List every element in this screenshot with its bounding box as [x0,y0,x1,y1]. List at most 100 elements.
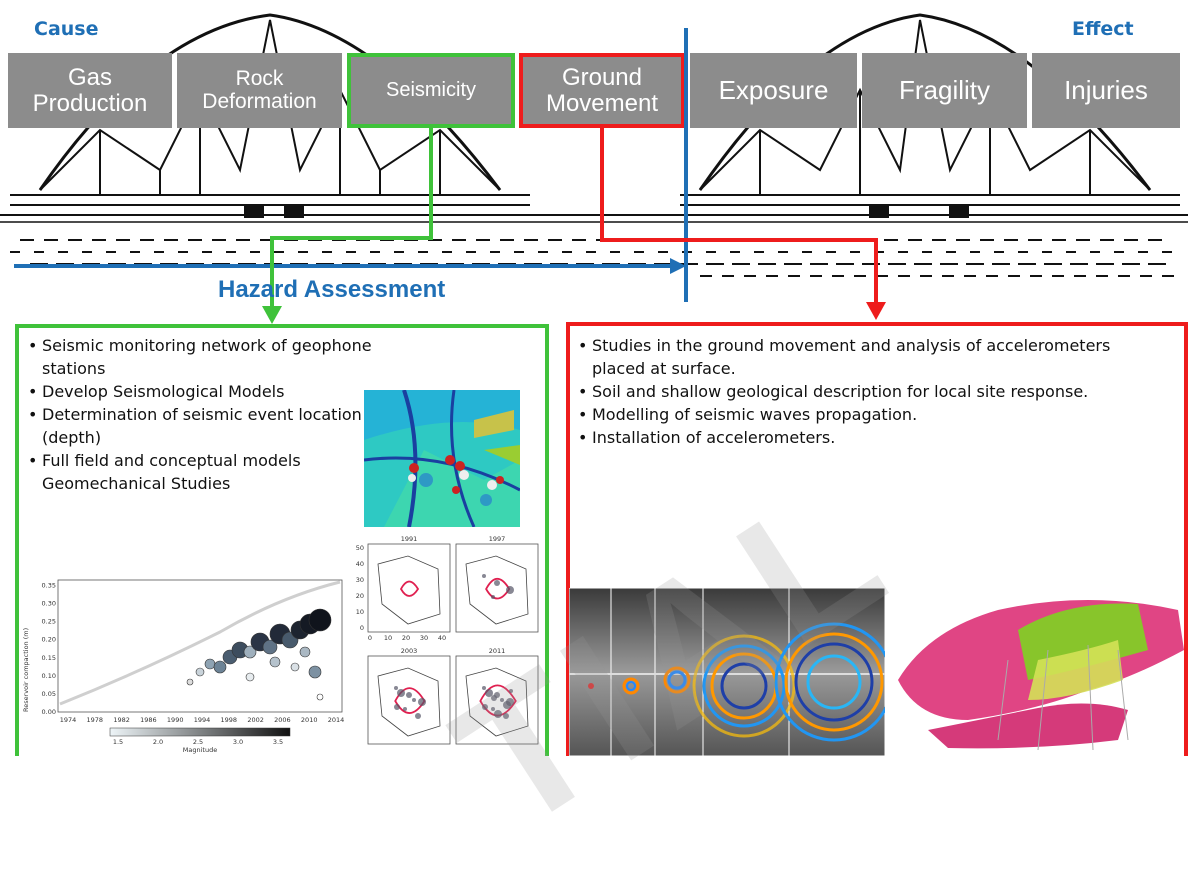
map-y-tick-label: 20 [356,592,364,600]
colorbar [109,727,291,737]
colorbar-tick-label: 3.5 [273,738,283,746]
hazard-assessment-label: Hazard Assessment [218,276,446,303]
map-event-marker [494,580,500,586]
y-tick-label: 0.20 [42,636,56,644]
y-tick-label: 0.05 [42,690,56,698]
x-tick-label: 2006 [274,716,291,724]
event-marker [243,645,257,659]
y-tick-label: 0.25 [42,618,56,626]
left-bullets: Seismic monitoring network of geophone s… [28,334,388,495]
compaction-chart: Reservoir compaction (m) 0.00 0.05 0.10 0.1… [22,579,345,754]
map-event-marker [394,686,398,690]
map-frame [367,655,451,745]
map-event-marker [394,704,400,710]
map-frame [367,543,451,633]
event-marker [195,667,205,677]
map-event-marker [491,707,495,711]
x-tick-label: 1990 [167,716,184,724]
map-event-marker [491,595,495,599]
reservoir-3d-render [898,600,1184,751]
geological-model-image [364,390,520,527]
map-event-marker [412,698,416,702]
subsidence-contour [399,580,420,597]
x-tick-label: 1974 [60,716,77,724]
map-y-ticks: 50 40 30 20 10 00 10 20 30 40 [356,544,446,642]
event-marker [308,608,332,632]
x-tick-label: 2014 [328,716,345,724]
right-bullet: Installation of accelerometers. [578,426,1158,449]
map-event-marker [503,713,509,719]
cause-label: Cause [34,18,99,40]
map-x-tick-label: 40 [438,634,446,642]
colorbar-tick-label: 2.0 [153,738,163,746]
x-tick-label: 2010 [301,716,318,724]
x-ticks: 1974 1978 1982 1986 1990 1994 1998 2002 2006 2010… [60,716,345,724]
map-event-marker [418,698,426,706]
y-tick-label: 0.35 [42,581,56,589]
event-points [186,608,332,701]
x-tick-label: 1978 [87,716,104,724]
x-tick-label: 1994 [194,716,211,724]
map-y-tick-label: 0 [360,624,364,632]
map-year-label: 2011 [489,647,506,655]
map-x-tick-label: 10 [384,634,392,642]
event-marker [316,693,324,701]
right-bullet: Studies in the ground movement and analy… [578,334,1158,380]
map-event-marker [482,704,488,710]
green-arrowhead [262,306,282,324]
stage-ground-movement: Ground Movement [519,53,685,128]
x-tick-label: 1982 [113,716,130,724]
colorbar-label: Magnitude [183,746,217,754]
left-bullet: Determination of seismic event location … [28,403,388,449]
map-event-marker [506,586,514,594]
map-y-tick-label: 40 [356,560,364,568]
y-axis-label: Reservoir compaction (m) [22,628,30,712]
event-marker [290,662,300,672]
stage-rock-deformation: Rock Deformation [177,53,342,128]
wave-propagation-frames [569,588,885,756]
right-bullets: Studies in the ground movement and analy… [578,334,1158,449]
map-event-marker [403,707,407,711]
event-marker [186,678,194,686]
map-event-marker [491,695,497,701]
stage-gas-production: Gas Production [8,53,172,128]
red-connector [600,128,878,312]
map-event-marker [494,710,502,718]
event-marker [299,646,311,658]
connector-lines [14,28,886,324]
event-marker [245,672,255,682]
subsidence-contour [479,684,517,717]
event-marker [308,665,322,679]
stage-exposure: Exposure [690,53,857,128]
field-outline [465,667,529,737]
map-year-label: 1997 [489,535,506,543]
y-tick-label: 0.00 [42,708,56,716]
colorbar-tick-label: 2.5 [193,738,203,746]
map-y-tick-label: 50 [356,544,364,552]
y-tick-label: 0.15 [42,654,56,662]
map-frame [455,655,539,745]
green-connector [270,128,433,318]
event-marker [213,660,227,674]
stage-seismicity: Seismicity [347,53,515,128]
stage-injuries: Injuries [1032,53,1180,128]
red-arrowhead [866,302,886,320]
map-event-marker [397,689,405,697]
map-y-tick-label: 30 [356,576,364,584]
map-event-marker [482,686,486,690]
field-outline [377,555,441,625]
left-bullet: Develop Seismological Models [28,380,388,403]
left-bullet: Full field and conceptual models Geomech… [28,449,388,495]
stage-fragility: Fragility [862,53,1027,128]
hazard-arrowhead [670,258,686,274]
map-year-label: 1991 [401,535,418,543]
map-event-marker [485,689,493,697]
right-bullet: Soil and shallow geological description … [578,380,1158,403]
reservoir-maps: 50 40 30 20 10 00 10 20 30 40 1991 1997 2003 2011 [356,535,539,745]
field-outline [465,555,529,625]
event-marker [269,656,281,668]
map-x-tick-label: 30 [420,634,428,642]
colorbar-ticks: 1.5 2.0 2.5 3.0 3.5 [113,738,283,746]
map-event-marker [406,692,412,698]
colorbar-tick-label: 1.5 [113,738,123,746]
